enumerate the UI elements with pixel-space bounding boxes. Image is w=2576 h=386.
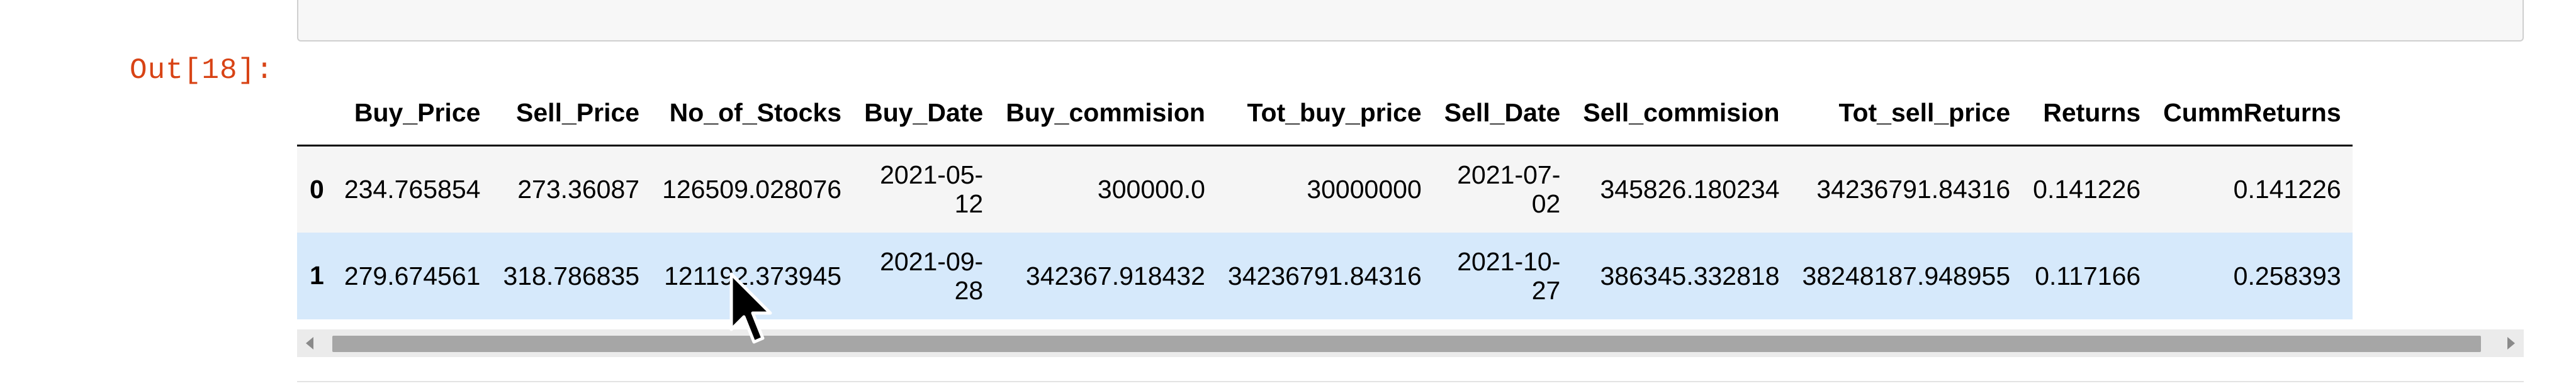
- column-header-cumm-returns: CummReturns: [2152, 80, 2353, 146]
- column-header-sell-commision: Sell_commision: [1572, 80, 1791, 146]
- cell-no-of-stocks: 126509.028076: [662, 175, 842, 204]
- cell-buy-date-line2: 28: [954, 275, 984, 305]
- horizontal-scrollbar[interactable]: [297, 329, 2524, 357]
- cell-sell-date-line1: 2021-07-: [1457, 160, 1561, 190]
- column-header-sell-price: Sell_Price: [492, 80, 651, 146]
- table-row: 0 234.765854 273.36087 126509.028076 202…: [297, 145, 2353, 233]
- scroll-left-arrow-icon[interactable]: [306, 337, 313, 350]
- cell-sell-price: 273.36087: [517, 175, 640, 204]
- cell-buy-commision: 300000.0: [1097, 175, 1205, 204]
- cell-sell-date: 2021-07- 02: [1433, 146, 1572, 233]
- table-header-row: Buy_Price Sell_Price No_of_Stocks Buy_Da…: [297, 80, 2353, 146]
- cell-no-of-stocks: 121192.373945: [664, 261, 842, 290]
- cell-sell-price: 318.786835: [503, 261, 640, 290]
- column-header-buy-commision: Buy_commision: [994, 80, 1217, 146]
- cell-buy-date-line2: 12: [954, 189, 984, 219]
- row-index: 0: [310, 174, 324, 204]
- cell-cumm-returns: 0.141226: [2233, 175, 2341, 204]
- column-header-no-of-stocks: No_of_Stocks: [651, 80, 853, 146]
- column-header-buy-price: Buy_Price: [332, 80, 492, 146]
- column-header-index: [297, 80, 333, 146]
- previous-cell-input[interactable]: [297, 0, 2524, 41]
- cell-buy-commision: 342367.918432: [1025, 261, 1205, 290]
- cell-returns: 0.117166: [2035, 261, 2141, 290]
- cell-buy-price: 279.674561: [344, 261, 481, 290]
- mouse-pointer-icon: [729, 272, 772, 344]
- scrollbar-thumb[interactable]: [332, 336, 2481, 352]
- cell-sell-date-line1: 2021-10-: [1457, 246, 1561, 276]
- table-row: 1 279.674561 318.786835 121192.373945 20…: [297, 232, 2353, 319]
- dataframe-table: Buy_Price Sell_Price No_of_Stocks Buy_Da…: [297, 80, 2353, 319]
- scroll-right-arrow-icon[interactable]: [2507, 337, 2515, 350]
- cell-tot-buy-price: 34236791.84316: [1227, 261, 1422, 290]
- cell-buy-price: 234.765854: [344, 175, 481, 204]
- output-prompt: Out[18]:: [130, 54, 274, 87]
- column-header-buy-date: Buy_Date: [853, 80, 995, 146]
- cell-tot-buy-price: 30000000: [1307, 175, 1422, 204]
- dataframe-output: Buy_Price Sell_Price No_of_Stocks Buy_Da…: [297, 80, 2524, 358]
- cell-sell-date: 2021-10- 27: [1433, 233, 1572, 319]
- cell-sell-date-line2: 27: [1531, 275, 1561, 305]
- cell-buy-date-line1: 2021-09-: [880, 246, 984, 276]
- cell-sell-commision: 386345.332818: [1600, 261, 1780, 290]
- cell-tot-sell-price: 34236791.84316: [1816, 175, 2011, 204]
- cell-returns: 0.141226: [2033, 175, 2141, 204]
- cell-sell-commision: 345826.180234: [1600, 175, 1780, 204]
- column-header-sell-date: Sell_Date: [1432, 80, 1572, 146]
- cell-sell-date-line2: 02: [1531, 189, 1561, 219]
- row-index: 1: [310, 261, 324, 290]
- cell-cumm-returns: 0.258393: [2233, 261, 2341, 290]
- column-header-returns: Returns: [2022, 80, 2152, 146]
- cell-buy-date-line1: 2021-05-: [880, 160, 984, 190]
- cell-buy-date: 2021-09- 28: [853, 233, 994, 319]
- cell-divider: [297, 381, 2524, 382]
- cell-tot-sell-price: 38248187.948955: [1802, 261, 2011, 290]
- cell-buy-date: 2021-05- 12: [853, 146, 994, 233]
- column-header-tot-sell-price: Tot_sell_price: [1791, 80, 2022, 146]
- column-header-tot-buy-price: Tot_buy_price: [1216, 80, 1433, 146]
